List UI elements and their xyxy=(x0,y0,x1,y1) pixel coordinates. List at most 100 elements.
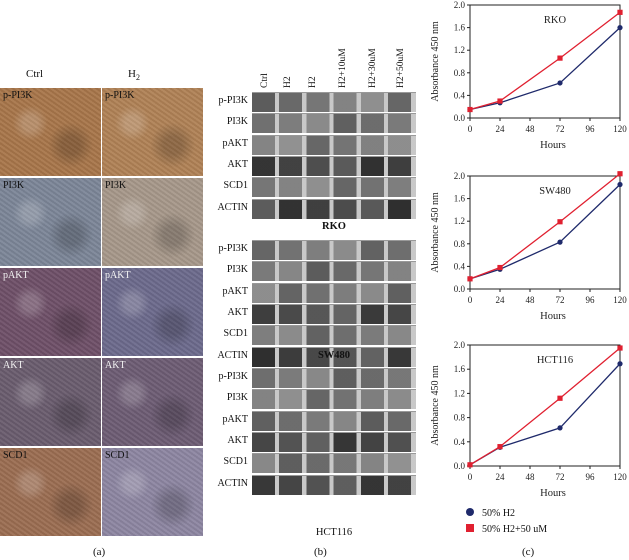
legend-marker-circle xyxy=(466,508,474,516)
data-point-square xyxy=(497,98,503,104)
blot-band-strip xyxy=(252,198,416,219)
x-axis-label: Hours xyxy=(540,488,566,499)
blot-label: PI3K xyxy=(226,392,248,404)
chart-frame xyxy=(469,175,621,290)
blot-label: pAKT xyxy=(222,137,248,149)
legend-item-1: 50% H2 xyxy=(466,508,515,519)
blot-label: ACTIN xyxy=(217,477,248,489)
y-tick-label: 0.8 xyxy=(454,239,466,249)
blot-cell-line-name: HCT116 xyxy=(315,527,353,538)
data-point-square xyxy=(497,444,503,450)
blot-band-strip xyxy=(252,92,416,112)
x-tick-label: 48 xyxy=(526,124,536,134)
legend-item-2: 50% H2+50 uM xyxy=(466,524,547,535)
blot-band-strip xyxy=(252,474,416,495)
x-tick-label: 48 xyxy=(526,295,536,305)
y-tick-label: 2.0 xyxy=(454,0,466,10)
y-tick-label: 0.4 xyxy=(454,437,466,447)
chart-title: SW480 xyxy=(539,186,571,197)
blot-cell-line-name: RKO xyxy=(322,221,346,232)
ihc-tile-right-4: AKT xyxy=(102,358,203,446)
blot-label: p-PI3K xyxy=(218,95,248,106)
blot-label: ACTIN xyxy=(217,349,248,361)
blot-label: ACTIN xyxy=(217,201,248,213)
blot-label: p-PI3K xyxy=(218,243,248,254)
ihc-tile-left-5: SCD1 xyxy=(0,448,101,536)
data-point-square xyxy=(497,264,503,271)
blot-label: AKT xyxy=(227,158,248,170)
y-tick-label: 0.0 xyxy=(454,461,466,471)
ihc-tile-label: p-PI3K xyxy=(105,90,135,101)
y-tick-label: 0.4 xyxy=(454,90,466,100)
ihc-tile-right-2: PI3K xyxy=(102,178,203,266)
y-tick-label: 0.4 xyxy=(454,261,466,271)
blot-band-strip xyxy=(252,261,416,282)
x-tick-label: 96 xyxy=(586,124,596,134)
chart-title: HCT116 xyxy=(537,355,573,366)
blot-band-strip xyxy=(252,113,416,134)
ihc-tile-left-2: PI3K xyxy=(0,178,101,266)
blot-label: pAKT xyxy=(222,413,248,425)
ihc-tile-label: pAKT xyxy=(3,270,29,281)
blot-band-strip xyxy=(252,155,416,176)
x-tick-label: 96 xyxy=(586,472,596,482)
y-tick-label: 1.6 xyxy=(454,194,466,204)
data-point-square xyxy=(467,106,473,113)
x-tick-label: 0 xyxy=(468,124,473,134)
x-tick-label: 24 xyxy=(496,295,506,305)
data-point-circle xyxy=(617,361,623,367)
x-axis-label: Hours xyxy=(540,311,566,322)
blot-band-strip xyxy=(252,346,416,367)
col-header-ctrl: Ctrl xyxy=(26,68,44,80)
blot-label: PI3K xyxy=(226,264,248,276)
data-point-circle xyxy=(617,181,623,188)
series-line-2 xyxy=(469,11,621,111)
ihc-tile-label: p-PI3K xyxy=(3,90,33,101)
blot-cell-line-name: SW480 xyxy=(317,350,351,361)
data-point-square xyxy=(617,9,623,15)
y-tick-label: 0.0 xyxy=(454,284,466,294)
chart-frame xyxy=(469,4,621,119)
blot-label: PI3K xyxy=(226,116,248,128)
x-tick-label: 0 xyxy=(468,472,473,482)
blot-band-strip xyxy=(252,325,416,346)
y-tick-label: 0.8 xyxy=(454,413,466,423)
ihc-tile-right-5: SCD1 xyxy=(102,448,203,536)
y-axis-label: Absorbance 450 nm xyxy=(430,21,441,102)
series-line-2 xyxy=(469,347,621,466)
data-point-square xyxy=(467,276,473,282)
chart-title: RKO xyxy=(544,15,567,26)
data-point-square xyxy=(557,55,563,61)
data-point-square xyxy=(557,219,563,225)
data-point-square xyxy=(467,462,473,468)
x-tick-label: 48 xyxy=(526,472,536,482)
blot-band-strip xyxy=(252,282,416,303)
ihc-tile-label: PI3K xyxy=(3,180,25,191)
series-line-1 xyxy=(469,363,621,466)
x-tick-label: 120 xyxy=(613,295,627,305)
x-tick-label: 120 xyxy=(613,472,627,482)
blot-label: SCD1 xyxy=(223,180,248,192)
blot-band-strip xyxy=(252,177,416,198)
blot-label: AKT xyxy=(227,306,248,318)
blot-label: pAKT xyxy=(222,285,248,297)
legend-marker-square xyxy=(466,524,474,532)
blot-band-strip xyxy=(252,410,416,431)
ihc-tile-label: AKT xyxy=(105,360,126,371)
legend-label-2: 50% H2+50 uM xyxy=(482,524,548,535)
data-point-circle xyxy=(557,80,563,86)
blot-band-strip xyxy=(252,134,416,155)
blot-band-strip xyxy=(252,453,416,474)
x-tick-label: 24 xyxy=(496,124,506,134)
blot-label: SCD1 xyxy=(223,328,248,340)
data-point-circle xyxy=(617,25,623,31)
ihc-tile-label: SCD1 xyxy=(3,450,28,461)
x-tick-label: 0 xyxy=(468,295,473,305)
panel-a-letter: (a) xyxy=(93,546,106,558)
ihc-tile-left-4: AKT xyxy=(0,358,101,446)
data-point-square xyxy=(617,171,623,177)
x-tick-label: 72 xyxy=(556,124,565,134)
y-tick-label: 1.2 xyxy=(454,388,465,398)
col-header-h2: H2 xyxy=(128,68,140,83)
